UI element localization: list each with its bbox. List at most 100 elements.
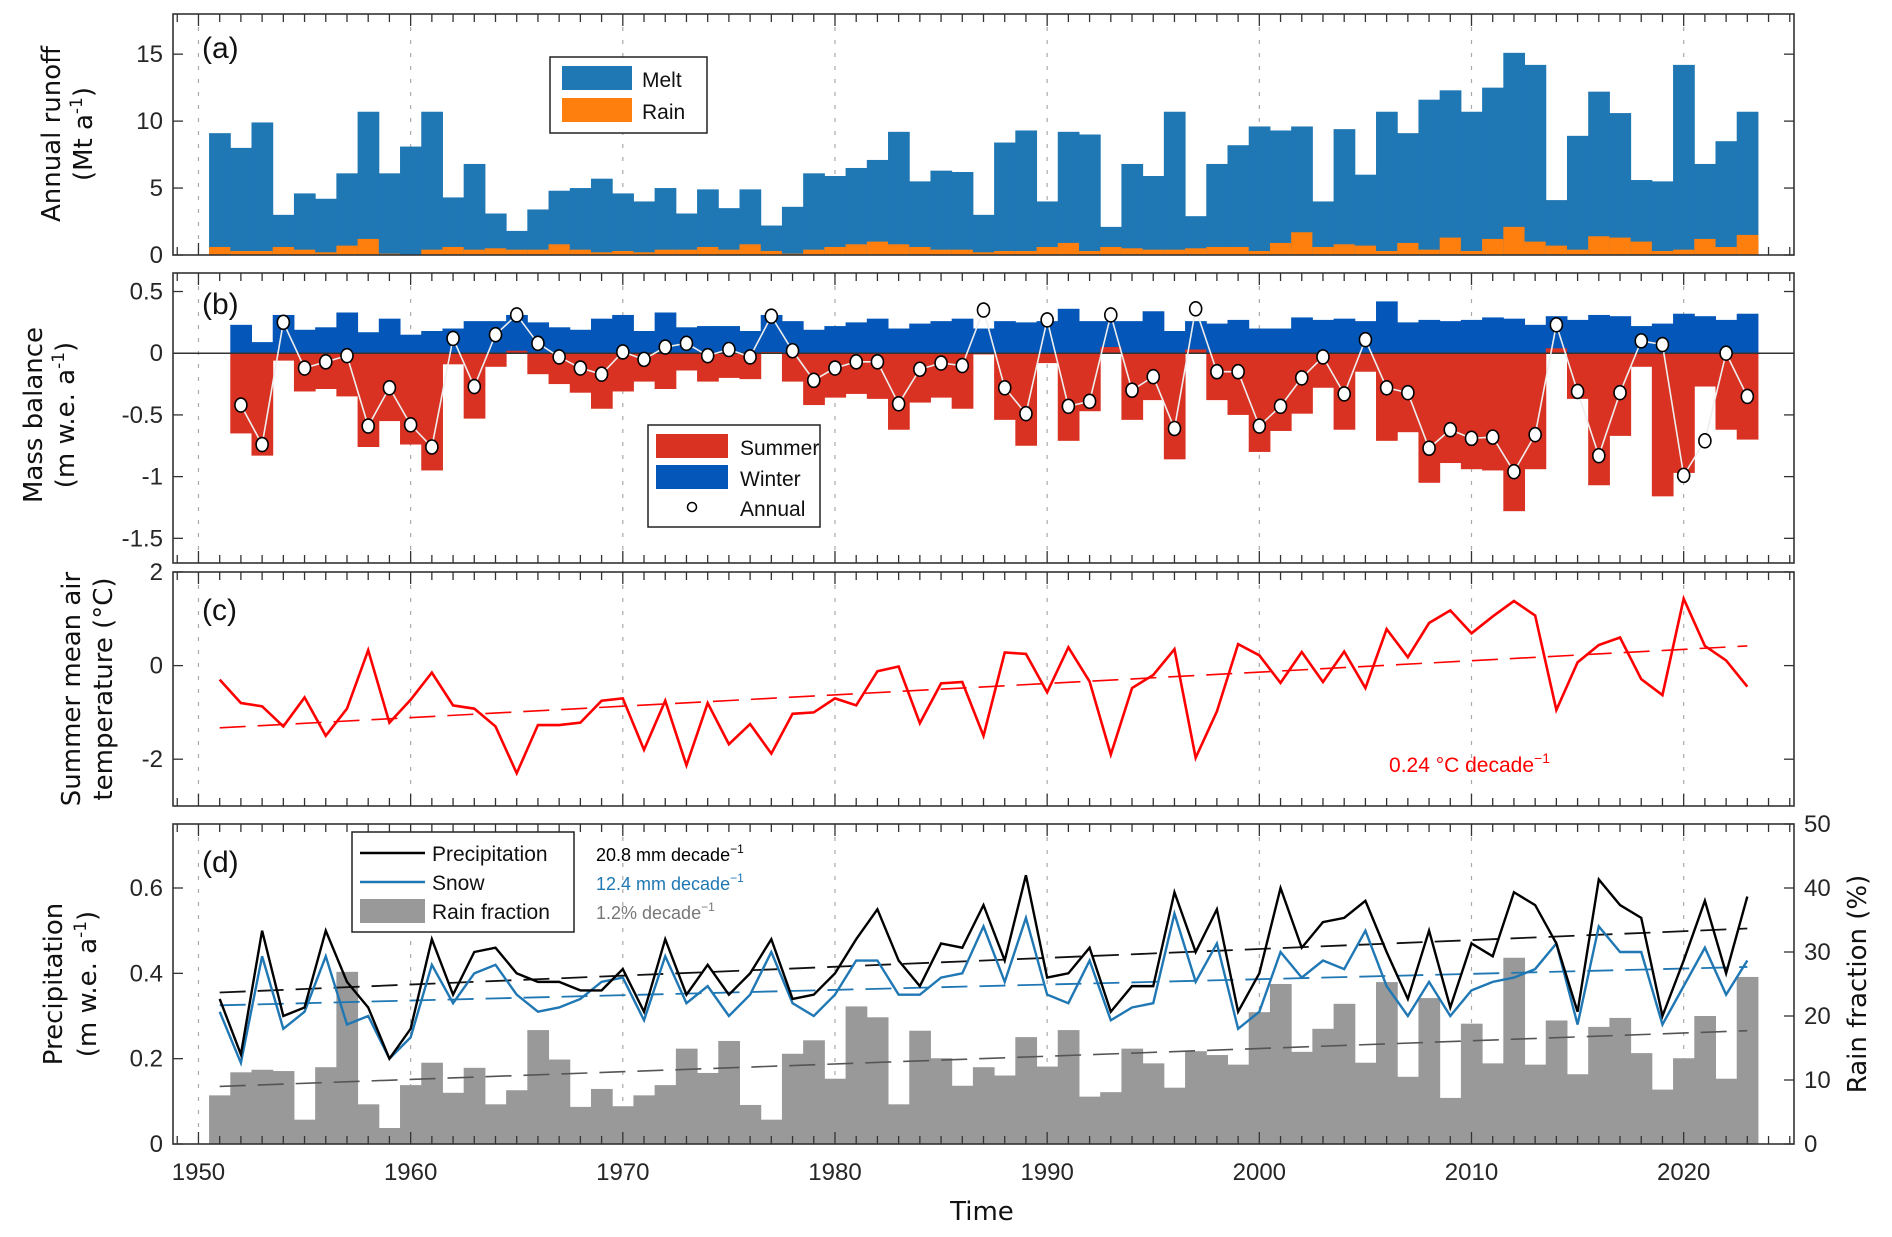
rain-fraction-bar [1715, 1078, 1738, 1144]
annual-point [488, 326, 503, 343]
rain-bar [1397, 242, 1419, 255]
rain-bar [1333, 244, 1356, 255]
panel-c-ylabel-2: temperature (°C) [89, 577, 119, 800]
summer-bar [1036, 353, 1059, 364]
winter-bar [845, 322, 868, 354]
melt-bar [633, 201, 656, 255]
melt-bar [972, 214, 995, 255]
annual-point [1379, 379, 1394, 396]
panel-c-ylabel: Summer mean air [57, 571, 87, 806]
summer-bar [1694, 353, 1716, 387]
y-tick-label: 10 [136, 108, 163, 135]
winter-bar [1121, 321, 1144, 354]
summer-bar [506, 350, 528, 354]
winter-bar [1439, 321, 1462, 354]
rain-bar [888, 244, 910, 255]
rain-bar [1694, 238, 1716, 255]
snow-line [218, 909, 1749, 1068]
x-axis-label: Time [949, 1197, 1014, 1227]
rain-bar [1163, 249, 1186, 255]
summer-bar [1376, 353, 1398, 441]
annual-point [1273, 398, 1288, 415]
rain-bar [1142, 249, 1165, 255]
melt-bar [1460, 111, 1483, 255]
melt-bar [1524, 64, 1547, 255]
winter-bar [1482, 317, 1504, 354]
summer-bar [1630, 353, 1653, 367]
rain-fraction-bar [612, 1106, 634, 1144]
melt-bar [1715, 141, 1738, 255]
precipitation-line [218, 874, 1749, 1062]
rain-fraction-bar [251, 1069, 274, 1144]
rain-bar [1248, 250, 1271, 255]
melt-bar [1057, 131, 1080, 255]
melt-bar [1694, 163, 1716, 255]
rain-fraction-bar [548, 1059, 571, 1144]
rain-fraction-bar [293, 1119, 316, 1144]
y-tick-label: 0.5 [130, 279, 163, 306]
legend-swatch-summer [656, 434, 728, 458]
rain-fraction-bar [697, 1072, 719, 1144]
rain-fraction-bar [1036, 1066, 1059, 1144]
rain-fraction-bar [718, 1040, 741, 1144]
rain-bar [251, 250, 274, 255]
rain-fraction-bar [442, 1092, 465, 1144]
panel-d-ylabel: Precipitation [39, 903, 69, 1066]
rain-bar [1057, 242, 1080, 255]
rain-fraction-bar [569, 1106, 592, 1144]
legend-label-snow: Snow [432, 872, 485, 895]
annual-point [743, 349, 757, 365]
rain-bar [1312, 246, 1335, 255]
winter-bar [1524, 324, 1547, 354]
rain-bar [1036, 246, 1059, 255]
annual-point [1464, 430, 1479, 447]
winter-bar [930, 321, 953, 354]
rain-bar [1078, 250, 1101, 255]
legend-label-summer: Summer [740, 437, 819, 460]
winter-bar [1736, 313, 1759, 354]
rain-bar [1269, 242, 1292, 255]
melt-bar [951, 171, 974, 255]
legend-label-precipitation: Precipitation [432, 843, 548, 866]
rain-bar [1736, 234, 1759, 255]
melt-bar [888, 131, 910, 255]
melt-bar [1482, 87, 1504, 255]
annual-point [849, 354, 863, 370]
winter-bar [421, 331, 443, 354]
annual-point [785, 342, 800, 359]
rain-bar [463, 249, 486, 255]
rain-fraction-bar [675, 1048, 698, 1144]
melt-bar [1439, 90, 1462, 255]
rain-fraction-bar [1439, 1097, 1462, 1144]
melt-bar [251, 122, 274, 255]
rain-bar [845, 244, 868, 255]
rain-fraction-bar [1736, 976, 1759, 1144]
winter-bar [1397, 322, 1419, 354]
rain-bar [930, 249, 953, 255]
rain-fraction-bar [1524, 1064, 1547, 1144]
melt-bar [824, 176, 847, 255]
rain-fraction-bar [463, 1067, 486, 1144]
rain-bar [1291, 232, 1313, 255]
rain-bar [1503, 226, 1526, 255]
panel-b-mass-balance: -1.5 -1 -0.5 0 0.5 [122, 272, 1795, 564]
melt-bar [909, 181, 931, 255]
annual-point [382, 379, 397, 396]
rain-fraction-bar [1418, 998, 1441, 1144]
y-tick-label: 0.2 [130, 1046, 163, 1073]
rain-fraction-bar [1312, 1028, 1335, 1144]
rain-fraction-bar [1185, 1051, 1207, 1144]
melt-bar [1418, 99, 1441, 255]
summer-bar [1545, 348, 1568, 354]
panel-d-trend-annotations: 20.8 mm decade−1 12.4 mm decade−1 1.2% d… [596, 842, 744, 923]
annual-point [658, 339, 673, 355]
rain-fraction-trend-annotation: 1.2% decade−1 [596, 900, 715, 923]
rain-bar [1439, 237, 1462, 255]
annual-point [403, 416, 418, 433]
y-right-tick-label: 50 [1804, 811, 1831, 838]
winter-bar [1142, 311, 1165, 354]
winter-bar [1312, 319, 1335, 354]
annual-point [1231, 363, 1245, 380]
panel-a-legend: Melt Rain [549, 56, 708, 134]
rain-bar [1206, 246, 1228, 255]
